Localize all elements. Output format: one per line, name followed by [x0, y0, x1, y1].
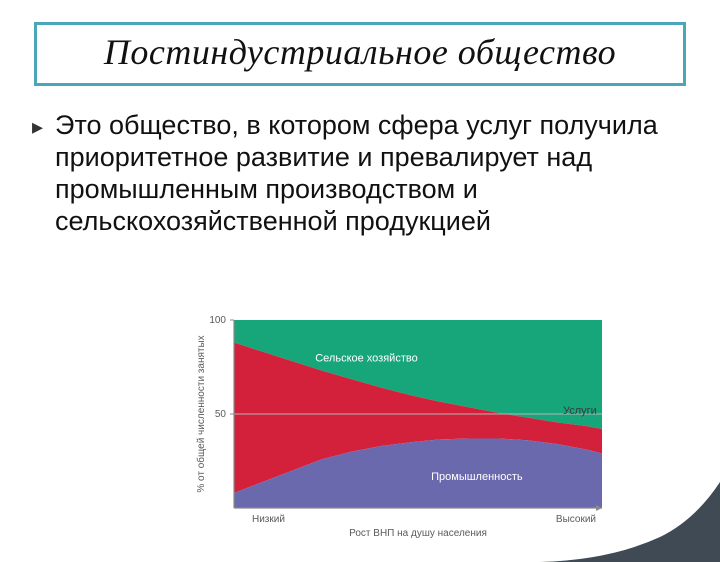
sector-area-chart: 50 100% от общей численности занятых Низки…: [188, 314, 616, 546]
bullet-icon: ▸: [32, 116, 43, 138]
svg-text:Рост ВНП на душу населения: Рост ВНП на душу населения: [349, 528, 487, 539]
svg-text:50: 50: [215, 409, 227, 420]
svg-text:Высокий: Высокий: [556, 514, 596, 525]
svg-text:Низкий: Низкий: [252, 514, 285, 525]
page-title: Постиндустриальное общество: [53, 31, 667, 73]
svg-text:Промышленность: Промышленность: [431, 471, 523, 483]
body-block: ▸ Это общество, в котором сфера услуг по…: [32, 110, 680, 237]
svg-text:Услуги: Услуги: [563, 405, 597, 417]
svg-text:% от общей численности занятых: % от общей численности занятых: [195, 335, 207, 492]
svg-text:Сельское хозяйство: Сельское хозяйство: [315, 352, 417, 364]
title-box: Постиндустриальное общество: [34, 22, 686, 86]
svg-text:100: 100: [209, 315, 226, 326]
body-paragraph: Это общество, в котором сфера услуг полу…: [55, 110, 680, 237]
